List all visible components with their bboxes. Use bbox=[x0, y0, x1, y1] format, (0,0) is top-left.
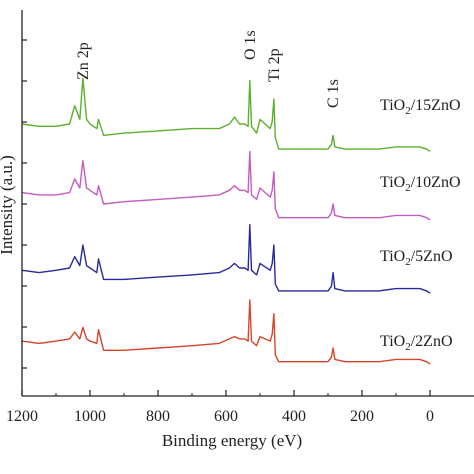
x-tick-label: 1000 bbox=[74, 408, 106, 425]
peak-label: O 1s bbox=[242, 30, 259, 60]
x-axis-label: Binding energy (eV) bbox=[162, 431, 302, 450]
x-tick-label: 600 bbox=[214, 408, 238, 425]
series-label: TiO2/5ZnO bbox=[380, 248, 453, 268]
series-label: TiO2/2ZnO bbox=[380, 333, 453, 353]
x-tick-label: 200 bbox=[350, 408, 374, 425]
series-label: TiO2/10ZnO bbox=[380, 174, 461, 194]
peak-label: Ti 2p bbox=[266, 48, 283, 82]
x-tick-label: 1200 bbox=[6, 408, 38, 425]
x-tick-label: 0 bbox=[426, 408, 434, 425]
x-tick-label: 400 bbox=[282, 408, 306, 425]
x-tick-label: 800 bbox=[146, 408, 170, 425]
y-axis-label: Intensity (a.u.) bbox=[0, 155, 16, 255]
series-line-2 bbox=[21, 150, 431, 221]
plot-area bbox=[21, 77, 431, 365]
peak-label: Zn 2p bbox=[75, 42, 92, 80]
y-axis-ticks bbox=[22, 39, 27, 369]
series-label: TiO2/15ZnO bbox=[380, 97, 461, 117]
x-axis-ticks: 1200 1000 800 600 400 200 0 bbox=[6, 390, 434, 425]
series-line-1 bbox=[21, 77, 431, 152]
peak-label: C 1s bbox=[325, 79, 342, 108]
series-line-4 bbox=[21, 299, 431, 365]
series-line-3 bbox=[21, 223, 431, 294]
peak-labels: Zn 2p O 1s Ti 2p C 1s bbox=[75, 30, 342, 108]
series-labels: TiO2/15ZnO TiO2/10ZnO TiO2/5ZnO TiO2/2ZnO bbox=[380, 97, 461, 353]
